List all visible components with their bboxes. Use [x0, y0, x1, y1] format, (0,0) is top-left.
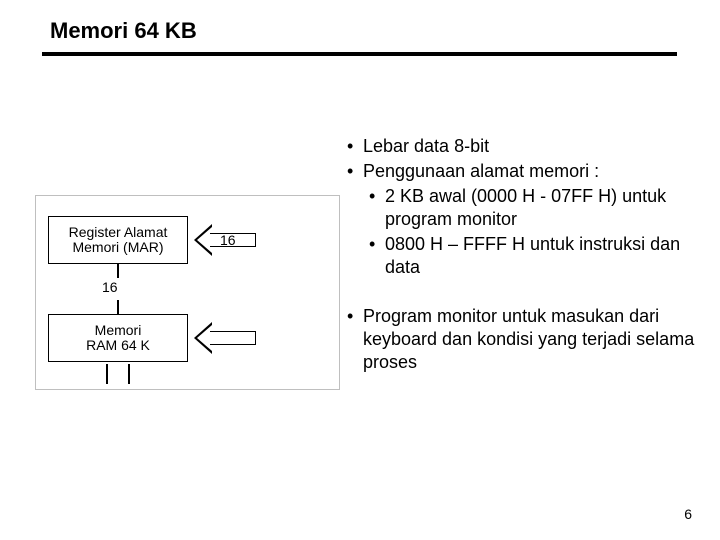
bullet-l1: Program monitor untuk masukan dari keybo…	[345, 305, 720, 374]
ram-box: Memori RAM 64 K	[48, 314, 188, 362]
bullet-l1: Penggunaan alamat memori :	[345, 160, 720, 183]
memory-diagram: Register Alamat Memori (MAR) 16 16	[35, 195, 340, 390]
ram-label: Memori RAM 64 K	[86, 323, 150, 354]
title-wrap: Memori 64 KB	[50, 18, 197, 44]
mar-to-ram-link: 16	[106, 264, 130, 314]
bus-arrow-to-mar: 16	[196, 226, 256, 254]
mar-label-line1: Register Alamat	[69, 224, 168, 240]
ram-label-line1: Memori	[95, 322, 142, 338]
bullet-l2: 0800 H – FFFF H untuk instruksi dan data	[345, 233, 720, 279]
title-underline	[42, 52, 677, 56]
mar-box: Register Alamat Memori (MAR)	[48, 216, 188, 264]
page-number: 6	[684, 506, 692, 522]
link-width-label: 16	[102, 279, 118, 295]
left-column: Register Alamat Memori (MAR) 16 16	[0, 80, 345, 510]
slide: Memori 64 KB Register Alamat Memori (MAR…	[0, 0, 720, 540]
content: Register Alamat Memori (MAR) 16 16	[0, 80, 720, 510]
mar-label: Register Alamat Memori (MAR)	[69, 225, 168, 256]
mar-label-line2: Memori (MAR)	[72, 239, 163, 255]
ram-bottom-stub	[106, 364, 130, 384]
right-column: Lebar data 8-bit Penggunaan alamat memor…	[345, 80, 720, 510]
ram-label-line2: RAM 64 K	[86, 337, 150, 353]
bullet-block-2: Program monitor untuk masukan dari keybo…	[345, 305, 720, 374]
page-title: Memori 64 KB	[50, 18, 197, 44]
bus-width-label: 16	[220, 232, 236, 248]
bullet-l1: Lebar data 8-bit	[345, 135, 720, 158]
bullet-block-1: Lebar data 8-bit Penggunaan alamat memor…	[345, 135, 720, 279]
bullet-l2: 2 KB awal (0000 H - 07FF H) untuk progra…	[345, 185, 720, 231]
bus-arrow-to-ram	[196, 324, 256, 352]
